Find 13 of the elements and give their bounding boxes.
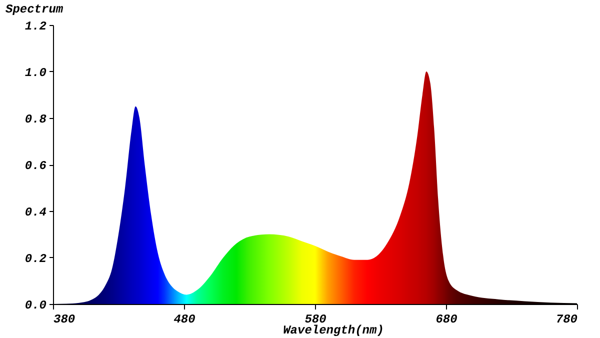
y-tick-label: 0.0 <box>24 298 46 312</box>
y-tick-label: 0.2 <box>24 252 46 266</box>
y-tick-label: 1.2 <box>24 20 46 34</box>
y-tick-label: 0.6 <box>24 159 46 173</box>
x-tick-label: 680 <box>436 312 458 326</box>
x-tick-label: 380 <box>54 312 76 326</box>
y-tick-label: 0.4 <box>24 206 46 220</box>
y-tick-label: 1.0 <box>24 66 46 80</box>
x-tick-label: 480 <box>174 312 196 326</box>
x-axis-title: Wavelength(nm) <box>283 324 384 338</box>
y-tick-label: 0.8 <box>24 112 46 126</box>
y-axis-title: Spectrum <box>6 2 64 16</box>
x-tick-label: 780 <box>556 312 578 326</box>
